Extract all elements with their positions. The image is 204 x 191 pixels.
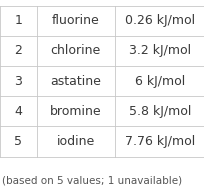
Text: 3.2 kJ/mol: 3.2 kJ/mol xyxy=(128,45,190,57)
Text: 4: 4 xyxy=(14,105,22,118)
Text: iodine: iodine xyxy=(57,135,94,148)
Text: 5: 5 xyxy=(14,135,22,148)
Text: astatine: astatine xyxy=(50,75,101,88)
Text: 3: 3 xyxy=(14,75,22,88)
Text: 7.76 kJ/mol: 7.76 kJ/mol xyxy=(124,135,194,148)
Text: (based on 5 values; 1 unavailable): (based on 5 values; 1 unavailable) xyxy=(2,175,181,185)
Text: 1: 1 xyxy=(14,14,22,27)
Text: 2: 2 xyxy=(14,45,22,57)
Text: 5.8 kJ/mol: 5.8 kJ/mol xyxy=(128,105,190,118)
Text: chlorine: chlorine xyxy=(50,45,101,57)
Text: 0.26 kJ/mol: 0.26 kJ/mol xyxy=(124,14,194,27)
Text: fluorine: fluorine xyxy=(52,14,99,27)
Text: 6 kJ/mol: 6 kJ/mol xyxy=(134,75,184,88)
Text: bromine: bromine xyxy=(50,105,101,118)
